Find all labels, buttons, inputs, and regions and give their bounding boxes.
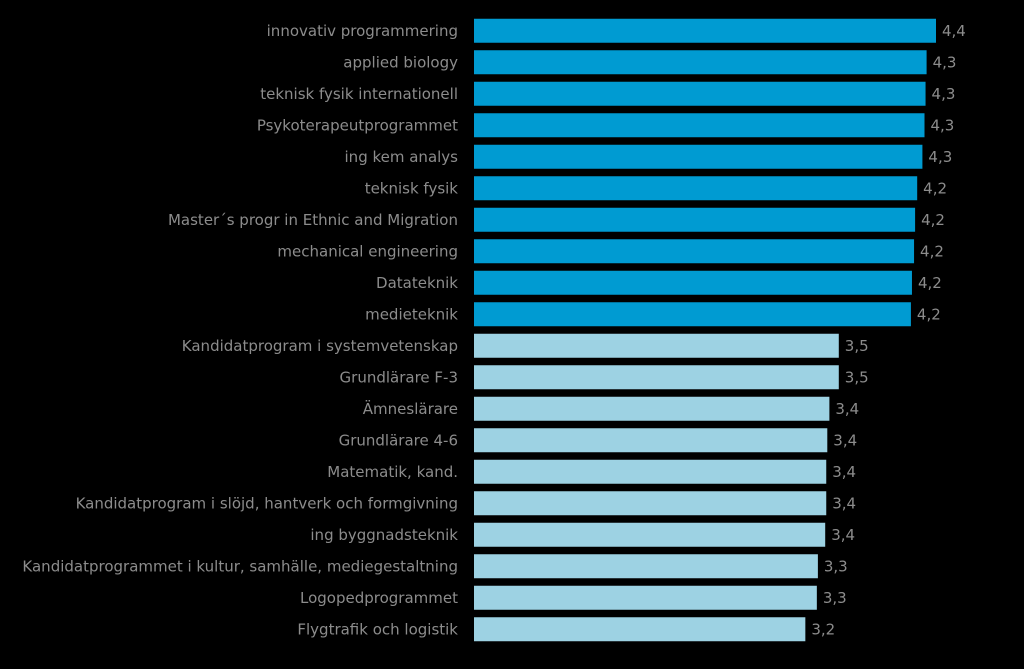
category-label: Grundlärare 4-6 bbox=[339, 431, 458, 449]
bar bbox=[474, 396, 830, 421]
category-label: teknisk fysik bbox=[365, 179, 459, 197]
bar bbox=[474, 50, 927, 75]
bar bbox=[474, 428, 828, 453]
bar bbox=[474, 144, 923, 169]
category-label: Ämneslärare bbox=[363, 399, 458, 418]
value-label: 4,3 bbox=[932, 85, 956, 103]
bar bbox=[474, 491, 827, 516]
category-label: ing byggnadsteknik bbox=[310, 526, 458, 544]
category-label: Matematik, kand. bbox=[327, 463, 458, 481]
category-label: teknisk fysik internationell bbox=[260, 85, 458, 103]
value-label: 4,2 bbox=[920, 242, 944, 260]
bar bbox=[474, 365, 839, 390]
value-label: 4,3 bbox=[928, 148, 952, 166]
bar bbox=[474, 617, 806, 642]
value-label: 3,2 bbox=[811, 620, 835, 638]
category-label: Datateknik bbox=[376, 274, 458, 292]
value-label: 4,2 bbox=[921, 211, 945, 229]
bar bbox=[474, 176, 918, 201]
value-label: 3,4 bbox=[832, 463, 856, 481]
value-label: 3,4 bbox=[832, 494, 856, 512]
value-label: 4,3 bbox=[931, 116, 955, 134]
value-label: 4,2 bbox=[923, 179, 947, 197]
category-label: Kandidatprogram i systemvetenskap bbox=[182, 337, 458, 355]
value-label: 4,4 bbox=[942, 22, 966, 40]
value-label: 3,4 bbox=[831, 526, 855, 544]
bar bbox=[474, 585, 817, 610]
category-label: Grundlärare F-3 bbox=[340, 368, 458, 386]
category-label: medieteknik bbox=[365, 305, 458, 323]
value-label: 3,5 bbox=[845, 368, 869, 386]
category-label: Flygtrafik och logistik bbox=[297, 620, 458, 638]
bar bbox=[474, 207, 916, 232]
value-label: 3,5 bbox=[845, 337, 869, 355]
bar bbox=[474, 522, 826, 547]
bar bbox=[474, 302, 911, 327]
category-label: applied biology bbox=[343, 53, 458, 71]
value-label: 4,3 bbox=[933, 53, 957, 71]
bar bbox=[474, 81, 926, 106]
category-label: Master´s progr in Ethnic and Migration bbox=[168, 211, 458, 229]
value-label: 4,2 bbox=[917, 305, 941, 323]
value-label: 3,4 bbox=[833, 431, 857, 449]
bar bbox=[474, 239, 915, 264]
category-label: innovativ programmering bbox=[267, 22, 458, 40]
value-label: 3,3 bbox=[823, 589, 847, 607]
category-label: mechanical engineering bbox=[277, 242, 458, 260]
bar bbox=[474, 113, 925, 138]
bar bbox=[474, 459, 827, 484]
category-label: Logopedprogrammet bbox=[300, 589, 458, 607]
bar bbox=[474, 554, 818, 579]
bar bbox=[474, 18, 936, 43]
value-label: 3,3 bbox=[824, 557, 848, 575]
bar bbox=[474, 270, 912, 295]
category-label: Kandidatprogrammet i kultur, samhälle, m… bbox=[22, 557, 458, 575]
category-label: ing kem analys bbox=[345, 148, 459, 166]
category-label: Kandidatprogram i slöjd, hantverk och fo… bbox=[76, 494, 458, 512]
bar bbox=[474, 333, 839, 358]
value-label: 3,4 bbox=[835, 400, 859, 418]
value-label: 4,2 bbox=[918, 274, 942, 292]
category-label: Psykoterapeutprogrammet bbox=[257, 116, 458, 134]
